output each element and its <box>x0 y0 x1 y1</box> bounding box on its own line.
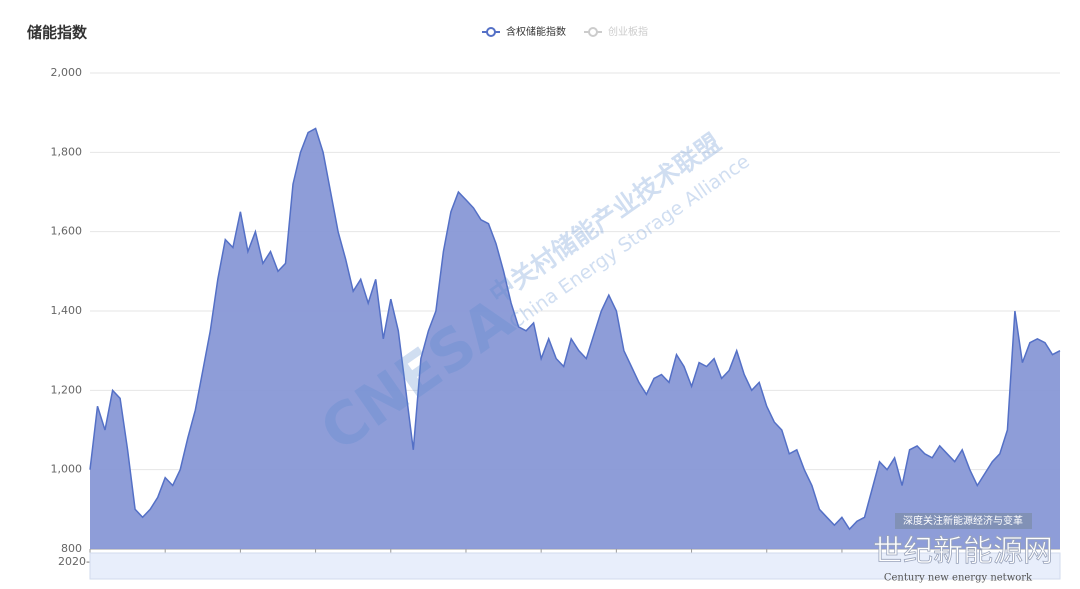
logo: 世纪新能源网 <box>873 534 1053 569</box>
chart-title: 储能指数 <box>27 24 88 42</box>
y-tick-label: 2,000 <box>51 66 83 79</box>
legend-label: 创业板指 <box>608 25 648 38</box>
area <box>90 128 1060 549</box>
y-tick-label: 1,600 <box>51 225 83 238</box>
y-tick-label: 1,200 <box>51 383 83 396</box>
legend-marker <box>486 27 496 37</box>
zoom-slider[interactable] <box>89 552 1061 580</box>
legend: 含权储能指数 创业板指 <box>482 25 648 38</box>
legend-marker <box>588 27 598 37</box>
line <box>89 127 1061 531</box>
y-tick-label: 1,400 <box>51 304 83 317</box>
badge: 深度关注新能源经济与变革 <box>903 514 1023 527</box>
y-tick-label: 1,000 <box>51 463 83 476</box>
badge-bg <box>895 513 1032 529</box>
watermark-cn: 中关村储能产业技术联盟 <box>484 128 726 309</box>
watermark-en: China Energy Storage Alliance <box>505 150 753 333</box>
logo-sub: Century new energy network <box>884 573 1033 584</box>
y-tick-label: 1,800 <box>51 145 83 158</box>
y-tick-label: 800 <box>61 542 82 555</box>
plot: 8001,0001,2001,4001,6001,8002,0002020-12… <box>51 66 1061 568</box>
legend-label: 含权储能指数 <box>506 25 566 38</box>
